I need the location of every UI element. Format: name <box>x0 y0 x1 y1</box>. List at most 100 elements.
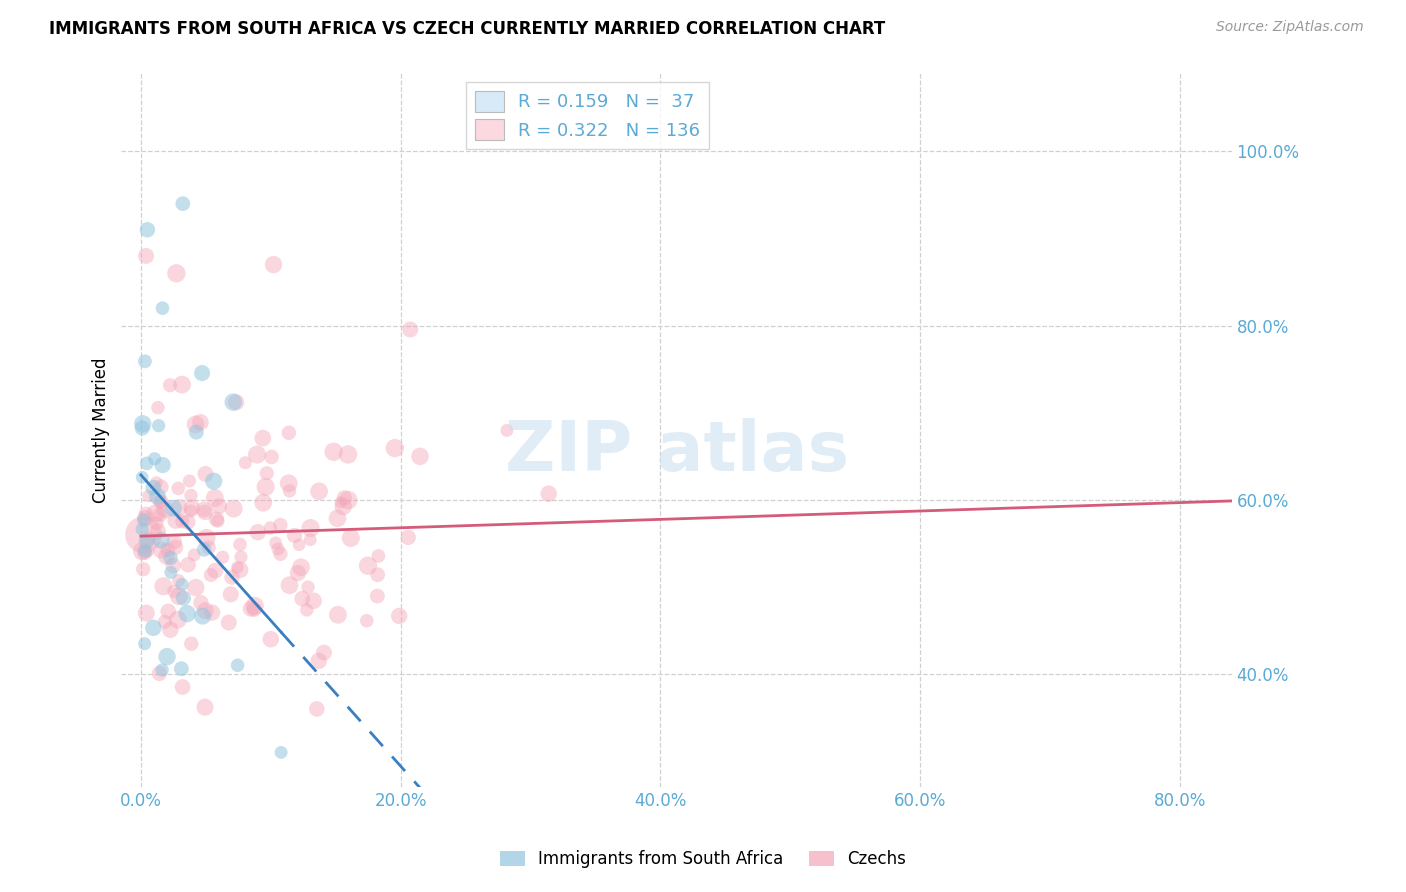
Point <box>138 489 160 503</box>
Point <box>388 609 411 624</box>
Point <box>252 496 274 510</box>
Point <box>152 301 174 315</box>
Point <box>278 483 301 498</box>
Legend: Immigrants from South Africa, Czechs: Immigrants from South Africa, Czechs <box>494 844 912 875</box>
Point <box>225 395 247 409</box>
Point <box>143 451 166 466</box>
Point <box>165 266 187 280</box>
Point <box>496 423 519 437</box>
Point <box>201 606 224 620</box>
Point <box>163 584 186 599</box>
Point <box>312 646 335 660</box>
Point <box>145 475 167 490</box>
Point <box>184 417 207 432</box>
Point <box>132 417 155 431</box>
Point <box>336 447 359 461</box>
Point <box>366 589 388 603</box>
Point <box>156 542 179 557</box>
Point <box>132 527 155 541</box>
Point <box>340 531 363 545</box>
Point <box>337 493 360 508</box>
Point <box>299 533 322 547</box>
Point <box>194 467 217 481</box>
Point <box>150 663 173 677</box>
Point <box>207 514 229 528</box>
Point <box>333 491 356 505</box>
Point <box>269 518 291 533</box>
Point <box>246 525 269 540</box>
Point <box>134 511 156 525</box>
Point <box>322 444 344 458</box>
Point <box>134 545 156 559</box>
Point <box>226 560 249 574</box>
Point <box>263 258 285 272</box>
Point <box>180 637 202 651</box>
Point <box>384 441 406 455</box>
Point <box>150 495 173 509</box>
Point <box>297 580 319 594</box>
Point <box>308 484 330 499</box>
Point <box>150 480 173 494</box>
Point <box>229 537 252 551</box>
Point <box>132 562 155 576</box>
Point <box>278 578 301 592</box>
Point <box>277 476 299 491</box>
Point <box>235 456 257 470</box>
Point <box>155 549 177 564</box>
Point <box>204 564 226 578</box>
Point <box>243 602 266 616</box>
Point <box>160 566 183 580</box>
Point <box>222 501 245 516</box>
Point <box>131 421 153 435</box>
Point <box>243 599 266 613</box>
Point <box>170 577 193 591</box>
Point <box>172 377 194 392</box>
Point <box>229 549 252 564</box>
Point <box>180 500 202 515</box>
Point <box>131 470 153 484</box>
Point <box>179 474 201 488</box>
Point <box>226 658 249 673</box>
Text: Source: ZipAtlas.com: Source: ZipAtlas.com <box>1216 20 1364 34</box>
Point <box>252 431 274 445</box>
Point <box>221 570 243 584</box>
Point <box>136 223 159 237</box>
Point <box>537 486 560 500</box>
Point <box>329 495 352 509</box>
Point <box>260 450 283 464</box>
Point <box>254 480 277 494</box>
Point <box>218 615 240 630</box>
Point <box>260 632 283 647</box>
Point <box>152 458 174 472</box>
Point <box>283 528 305 542</box>
Point <box>193 542 215 557</box>
Point <box>219 587 242 601</box>
Point <box>190 596 212 610</box>
Point <box>308 654 330 668</box>
Point <box>194 700 217 714</box>
Point <box>165 514 187 528</box>
Point <box>159 623 181 637</box>
Point <box>205 512 228 526</box>
Point <box>194 604 217 618</box>
Point <box>186 425 208 439</box>
Point <box>291 591 314 606</box>
Point <box>270 547 292 561</box>
Point <box>138 544 160 558</box>
Point <box>204 491 226 505</box>
Point <box>172 515 194 529</box>
Point <box>166 613 188 627</box>
Point <box>150 533 173 548</box>
Point <box>180 488 202 502</box>
Point <box>172 196 194 211</box>
Point <box>153 502 176 516</box>
Point <box>208 500 231 514</box>
Point <box>165 541 187 555</box>
Point <box>194 505 217 519</box>
Point <box>135 249 157 263</box>
Point <box>162 501 184 516</box>
Point <box>148 418 170 433</box>
Point <box>305 702 328 716</box>
Point <box>142 621 165 635</box>
Point <box>172 680 194 694</box>
